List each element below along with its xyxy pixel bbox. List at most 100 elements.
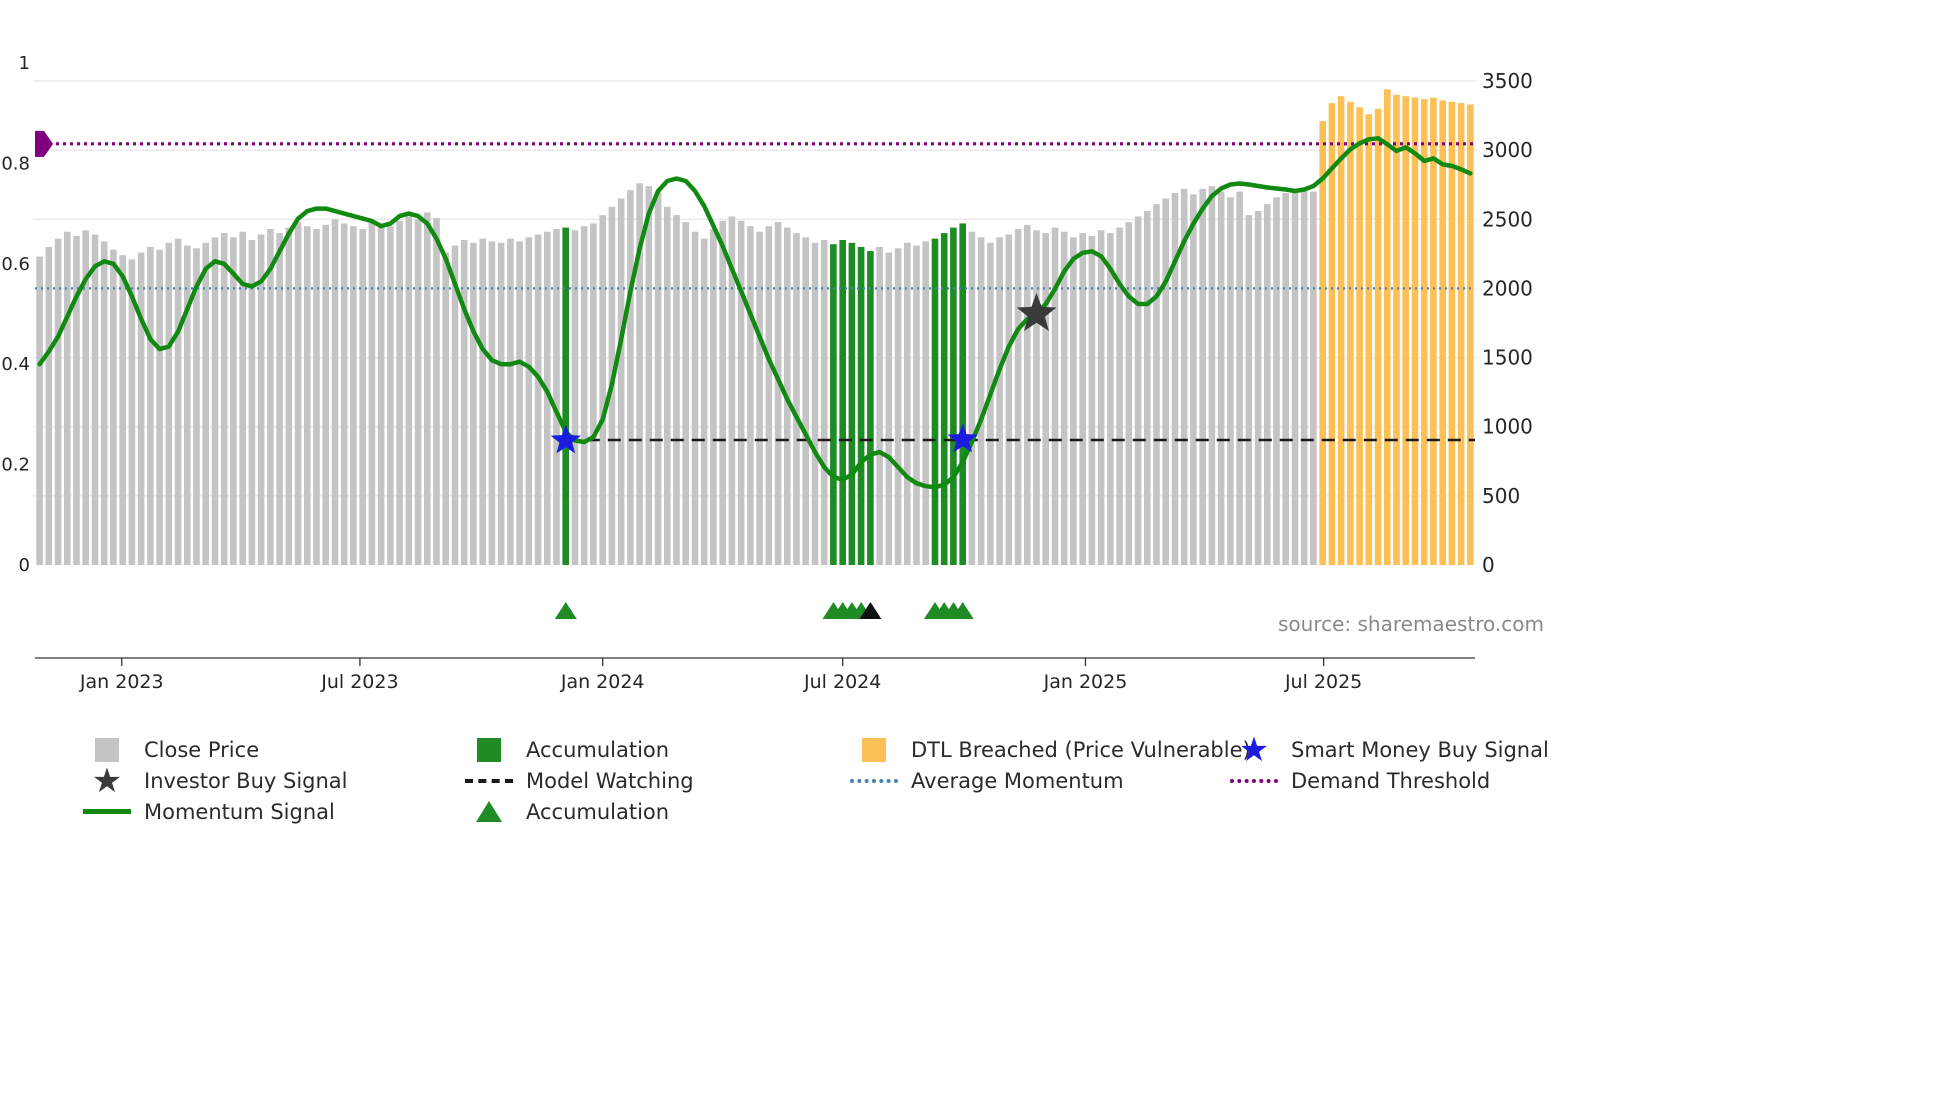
x-axis-tick-label: Jul 2023 <box>320 671 398 693</box>
legend-label: Demand Threshold <box>1291 768 1491 793</box>
close-price-bars <box>36 89 1474 566</box>
price-bar <box>1153 204 1160 565</box>
price-bar <box>248 240 256 565</box>
price-bar <box>830 244 837 565</box>
price-bar <box>1264 204 1271 565</box>
price-bar <box>710 229 717 565</box>
legend-icon-box <box>460 735 518 765</box>
legend-label: Average Momentum <box>911 768 1124 793</box>
investor-buy-signal-star-icon <box>1016 293 1057 331</box>
legend-label: Momentum Signal <box>144 799 335 824</box>
price-bar <box>636 183 643 566</box>
price-bar <box>1144 211 1151 565</box>
price-bar <box>1337 96 1345 565</box>
price-bar <box>285 227 293 565</box>
price-bar <box>1134 216 1142 565</box>
price-bar <box>1190 194 1197 565</box>
price-bar <box>1107 233 1114 565</box>
x-axis-tick-label: Jul 2024 <box>803 671 881 693</box>
accumulation-triangle-icon <box>859 602 882 619</box>
price-bar <box>1236 191 1243 565</box>
price-bar <box>1024 224 1031 566</box>
legend-label: DTL Breached (Price Vulnerable) <box>911 737 1251 762</box>
demand-threshold-flag-icon <box>35 130 53 157</box>
price-bar <box>590 223 597 565</box>
price-bar <box>673 215 680 565</box>
price-bar <box>1282 193 1289 565</box>
price-bar <box>1162 198 1169 565</box>
price-bar <box>867 251 874 565</box>
price-bar <box>54 238 62 565</box>
price-bar <box>940 233 948 565</box>
price-bar <box>747 226 754 565</box>
price-bar <box>1457 103 1465 565</box>
price-bar <box>1467 104 1474 565</box>
price-bar <box>1374 108 1382 565</box>
legend-column: DTL Breached (Price Vulnerable) Average M… <box>845 734 1251 796</box>
legend-item-dtl-breached-price-vulnerable: DTL Breached (Price Vulnerable) <box>845 734 1251 765</box>
left-axis-tick-label: 0.4 <box>1 354 30 375</box>
left-axis-tick-label: 0.6 <box>1 254 30 275</box>
price-bar <box>617 198 625 565</box>
legend-icon-box <box>78 797 136 827</box>
accumulation-triangle-icon <box>554 602 577 619</box>
price-bar <box>774 222 782 565</box>
price-bar <box>737 220 745 565</box>
price-bar <box>765 226 773 565</box>
price-bar <box>1116 227 1123 565</box>
price-bar <box>1079 233 1086 565</box>
price-bar <box>1033 230 1040 566</box>
price-bar <box>664 206 671 566</box>
price-bar <box>682 222 689 565</box>
dotted-icon <box>850 778 898 783</box>
legend-item-model-watching: Model Watching <box>460 765 845 796</box>
price-bar <box>922 241 929 565</box>
legend-label: Model Watching <box>526 768 694 793</box>
price-bar <box>645 186 653 565</box>
legend-icon-box <box>845 735 903 765</box>
price-bar <box>654 191 662 565</box>
price-bar <box>1402 96 1409 565</box>
price-bar <box>977 237 985 566</box>
legend-item-smart-money-buy-signal: ★ Smart Money Buy Signal <box>1225 729 1549 770</box>
price-bar <box>571 230 579 566</box>
price-bar <box>525 237 533 566</box>
price-bar <box>1217 191 1225 565</box>
price-bar <box>1070 237 1077 566</box>
legend-label: Close Price <box>144 737 260 762</box>
price-bar <box>1208 186 1216 565</box>
star-icon: ★ <box>1238 729 1270 770</box>
legend-item-investor-buy-signal: ★ Investor Buy Signal <box>78 764 460 798</box>
price-bar <box>848 242 856 566</box>
price-bar <box>220 233 228 565</box>
legend-label: Investor Buy Signal <box>144 768 348 793</box>
price-bar <box>184 245 191 565</box>
price-bar <box>1393 94 1400 566</box>
price-bar <box>1125 222 1133 565</box>
legend-item-close-price: Close Price <box>78 734 460 765</box>
legend-label: Smart Money Buy Signal <box>1291 737 1549 762</box>
right-axis-tick-label: 2500 <box>1482 207 1533 231</box>
price-bar <box>1051 227 1059 565</box>
price-bar <box>876 246 883 565</box>
price-bar <box>839 240 846 565</box>
legend-column: Accumulation Model Watching Accumulation <box>460 734 845 827</box>
price-bar <box>340 223 348 565</box>
price-bar <box>82 230 89 566</box>
price-bar <box>294 222 302 565</box>
price-bar <box>433 217 440 565</box>
price-bar <box>377 224 385 566</box>
legend-item-average-momentum: Average Momentum <box>845 765 1225 796</box>
price-bar <box>507 238 514 565</box>
price-bar <box>202 242 209 566</box>
price-bar <box>174 238 182 565</box>
price-bar <box>36 256 43 565</box>
price-bar <box>100 241 108 565</box>
price-bar <box>45 246 53 565</box>
price-bar <box>1097 230 1105 566</box>
price-bar <box>331 219 339 566</box>
legend-icon-box: ★ <box>1225 729 1283 770</box>
price-bar <box>811 242 819 566</box>
x-axis-tick-label: Jul 2025 <box>1284 671 1362 693</box>
